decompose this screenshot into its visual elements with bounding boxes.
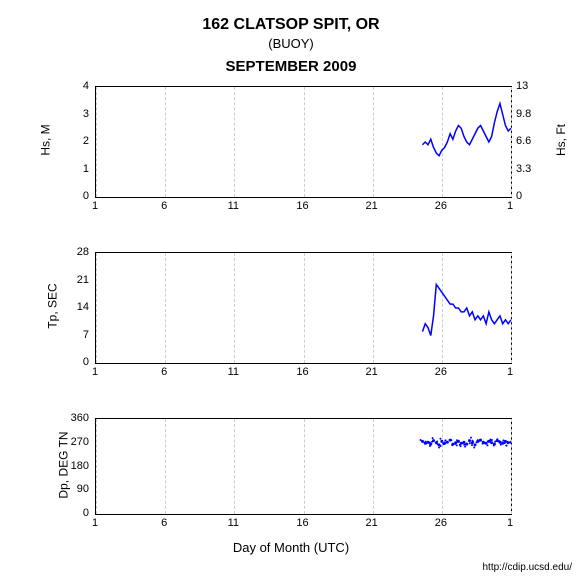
chart-container: 162 CLATSOP SPIT, OR (BUOY) SEPTEMBER 20… bbox=[0, 0, 582, 581]
y-tick-left: 2 bbox=[59, 135, 89, 147]
plot-tp bbox=[96, 253, 511, 363]
ylabel-left-dp: Dp, DEG TN bbox=[57, 431, 71, 498]
x-tick: 6 bbox=[161, 200, 167, 212]
y-tick-right: 6.6 bbox=[516, 135, 531, 147]
x-tick: 11 bbox=[228, 366, 239, 378]
plot-dp bbox=[96, 419, 511, 514]
x-tick: 1 bbox=[507, 200, 513, 212]
y-tick-left: 14 bbox=[59, 301, 89, 313]
title-sub: (BUOY) bbox=[0, 36, 582, 51]
grid-line bbox=[511, 419, 512, 514]
y-tick-right: 3.3 bbox=[516, 163, 531, 175]
y-tick-left: 21 bbox=[59, 274, 89, 286]
y-tick-right: 9.8 bbox=[516, 108, 531, 120]
y-tick-left: 0 bbox=[59, 356, 89, 368]
y-tick-right: 13 bbox=[516, 80, 528, 92]
y-tick-left: 28 bbox=[59, 246, 89, 258]
x-tick: 26 bbox=[435, 517, 447, 529]
ylabel-left-tp: Tp, SEC bbox=[46, 283, 60, 328]
title-main: 162 CLATSOP SPIT, OR bbox=[0, 16, 582, 34]
x-tick: 26 bbox=[435, 200, 447, 212]
chart-dp bbox=[95, 418, 512, 515]
x-tick: 26 bbox=[435, 366, 447, 378]
x-tick: 21 bbox=[366, 517, 378, 529]
x-tick: 1 bbox=[92, 200, 98, 212]
y-tick-left: 360 bbox=[59, 412, 89, 424]
ylabel-left-hs: Hs, M bbox=[39, 124, 53, 155]
title-month: SEPTEMBER 2009 bbox=[0, 58, 582, 75]
grid-line bbox=[511, 87, 512, 197]
y-tick-left: 0 bbox=[59, 190, 89, 202]
x-tick: 16 bbox=[296, 366, 308, 378]
x-tick: 11 bbox=[228, 200, 239, 212]
y-tick-left: 4 bbox=[59, 80, 89, 92]
chart-tp bbox=[95, 252, 512, 364]
y-tick-left: 7 bbox=[59, 329, 89, 341]
footer-url: http://cdip.ucsd.edu/ bbox=[482, 562, 572, 573]
x-tick: 1 bbox=[92, 517, 98, 529]
x-tick: 21 bbox=[366, 366, 378, 378]
x-tick: 6 bbox=[161, 366, 167, 378]
grid-line bbox=[511, 253, 512, 363]
x-tick: 16 bbox=[296, 517, 308, 529]
x-tick: 11 bbox=[228, 517, 239, 529]
y-tick-left: 0 bbox=[59, 507, 89, 519]
x-tick: 16 bbox=[296, 200, 308, 212]
x-tick: 21 bbox=[366, 200, 378, 212]
x-tick: 1 bbox=[92, 366, 98, 378]
x-tick: 6 bbox=[161, 517, 167, 529]
chart-hs bbox=[95, 86, 512, 198]
plot-hs bbox=[96, 87, 511, 197]
ylabel-right-hs: Hs, Ft bbox=[554, 124, 568, 156]
y-tick-right: 0 bbox=[516, 190, 522, 202]
y-tick-left: 1 bbox=[59, 163, 89, 175]
x-tick: 1 bbox=[507, 517, 513, 529]
x-tick: 1 bbox=[507, 366, 513, 378]
y-tick-left: 3 bbox=[59, 108, 89, 120]
x-axis-label: Day of Month (UTC) bbox=[0, 540, 582, 555]
